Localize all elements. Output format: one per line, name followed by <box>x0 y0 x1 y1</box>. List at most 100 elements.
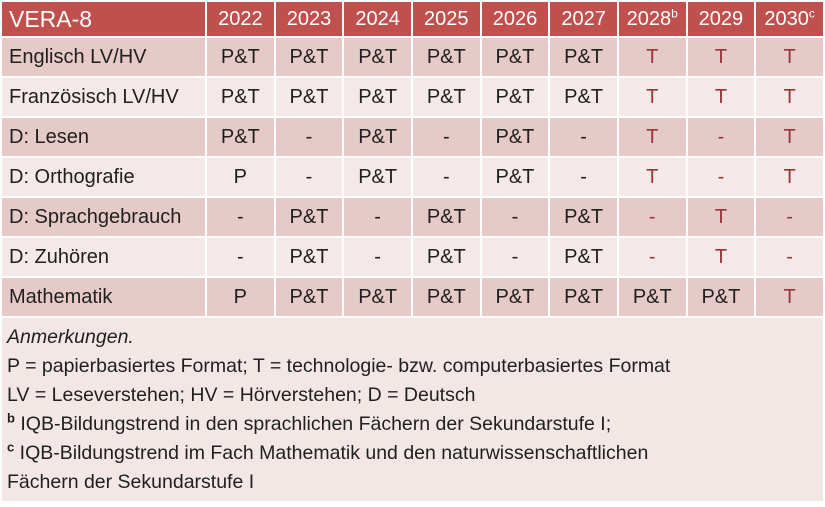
format-cell: P&T <box>344 78 411 116</box>
note-line: Fächern der Sekundarstufe I <box>7 471 255 493</box>
format-cell: P <box>207 278 274 316</box>
format-cell: P&T <box>481 118 549 156</box>
format-cell: - <box>756 198 823 236</box>
row-label: D: Lesen <box>2 118 205 156</box>
format-cell: P&T <box>618 278 686 316</box>
footnote-marker-b: b <box>671 5 678 20</box>
year-header-2030: 2030c <box>756 2 823 36</box>
table-title: VERA-8 <box>2 2 205 36</box>
row-label: Mathematik <box>2 278 205 316</box>
table-row: D: Zuhören - P&T - P&T - P&T - T - <box>2 238 823 276</box>
format-cell: P&T <box>275 38 343 76</box>
format-cell: P&T <box>481 278 549 316</box>
format-cell: - <box>412 118 480 156</box>
year-header-2026: 2026 <box>481 2 549 36</box>
table-row: Französisch LV/HV P&T P&T P&T P&T P&T P&T T T T <box>2 78 823 116</box>
year-header-2022: 2022 <box>207 2 274 36</box>
table-body: Englisch LV/HV P&T P&T P&T P&T P&T P&T T T T Franz… <box>2 38 823 316</box>
format-cell: - <box>344 198 411 236</box>
note-line: Anmerkungen. <box>7 326 134 348</box>
note-line: P = papierbasiertes Format; T = technolo… <box>7 355 671 377</box>
format-cell: P <box>207 158 274 196</box>
format-cell: P&T <box>344 118 411 156</box>
format-cell: - <box>550 158 617 196</box>
footnote-marker-c: c <box>808 5 815 20</box>
table-row: D: Orthografie P - P&T - P&T - T - T <box>2 158 823 196</box>
table-row: D: Lesen P&T - P&T - P&T - T - T <box>2 118 823 156</box>
format-cell: T <box>756 38 823 76</box>
vera8-table: VERA-8 2022 2023 2024 2025 2026 2027 2028b 2029… <box>2 2 823 316</box>
row-label: D: Sprachgebrauch <box>2 198 205 236</box>
row-label: D: Zuhören <box>2 238 205 276</box>
format-cell: T <box>618 118 686 156</box>
note-line: LV = Leseverstehen; HV = Hörverstehen; D… <box>7 384 476 406</box>
format-cell: P&T <box>207 78 274 116</box>
format-cell: P&T <box>550 38 617 76</box>
format-cell: P&T <box>550 78 617 116</box>
row-label: Französisch LV/HV <box>2 78 205 116</box>
year-header-2027: 2027 <box>550 2 617 36</box>
format-cell: - <box>481 238 549 276</box>
format-cell: T <box>687 78 755 116</box>
format-cell: T <box>618 158 686 196</box>
format-cell: P&T <box>412 278 480 316</box>
format-cell: - <box>687 118 755 156</box>
format-cell: P&T <box>550 198 617 236</box>
year-header-2024: 2024 <box>344 2 411 36</box>
format-cell: P&T <box>687 278 755 316</box>
format-cell: P&T <box>481 78 549 116</box>
format-cell: T <box>687 238 755 276</box>
table-row: Englisch LV/HV P&T P&T P&T P&T P&T P&T T T T <box>2 38 823 76</box>
format-cell: P&T <box>412 38 480 76</box>
year-header-2025: 2025 <box>412 2 480 36</box>
format-cell: - <box>481 198 549 236</box>
format-cell: T <box>687 198 755 236</box>
format-cell: P&T <box>344 158 411 196</box>
note-line: c IQB-Bildungstrend im Fach Mathematik u… <box>7 439 649 465</box>
format-cell: P&T <box>344 38 411 76</box>
year-header-2023: 2023 <box>275 2 343 36</box>
format-cell: P&T <box>412 78 480 116</box>
format-cell: T <box>756 158 823 196</box>
format-cell: T <box>687 38 755 76</box>
format-cell: P&T <box>275 238 343 276</box>
format-cell: T <box>756 78 823 116</box>
footnote-marker-c: c <box>7 439 15 455</box>
table-row: D: Sprachgebrauch - P&T - P&T - P&T - T - <box>2 198 823 236</box>
note-line: b IQB-Bildungstrend in den sprachlichen … <box>7 410 612 436</box>
year-header-2028: 2028b <box>618 2 686 36</box>
year-header-2029: 2029 <box>687 2 755 36</box>
row-label: Englisch LV/HV <box>2 38 205 76</box>
format-cell: T <box>756 118 823 156</box>
format-cell: - <box>275 118 343 156</box>
format-cell: P&T <box>412 198 480 236</box>
footnote-marker-b: b <box>7 410 15 426</box>
format-cell: - <box>756 238 823 276</box>
format-cell: - <box>618 238 686 276</box>
format-cell: T <box>618 78 686 116</box>
format-cell: P&T <box>550 238 617 276</box>
format-cell: - <box>344 238 411 276</box>
format-cell: P&T <box>275 78 343 116</box>
row-label: D: Orthografie <box>2 158 205 196</box>
format-cell: T <box>756 278 823 316</box>
format-cell: - <box>687 158 755 196</box>
format-cell: - <box>207 198 274 236</box>
format-cell: - <box>207 238 274 276</box>
format-cell: P&T <box>207 38 274 76</box>
notes-block: Anmerkungen. P = papierbasiertes Format; … <box>2 318 823 501</box>
format-cell: P&T <box>275 278 343 316</box>
format-cell: T <box>618 38 686 76</box>
format-cell: - <box>550 118 617 156</box>
format-cell: P&T <box>412 238 480 276</box>
format-cell: - <box>275 158 343 196</box>
table-row: Mathematik P P&T P&T P&T P&T P&T P&T P&T T <box>2 278 823 316</box>
format-cell: P&T <box>207 118 274 156</box>
format-cell: - <box>412 158 480 196</box>
format-cell: P&T <box>481 38 549 76</box>
format-cell: P&T <box>275 198 343 236</box>
format-cell: - <box>618 198 686 236</box>
format-cell: P&T <box>344 278 411 316</box>
header-row: VERA-8 2022 2023 2024 2025 2026 2027 2028b 2029… <box>2 2 823 36</box>
